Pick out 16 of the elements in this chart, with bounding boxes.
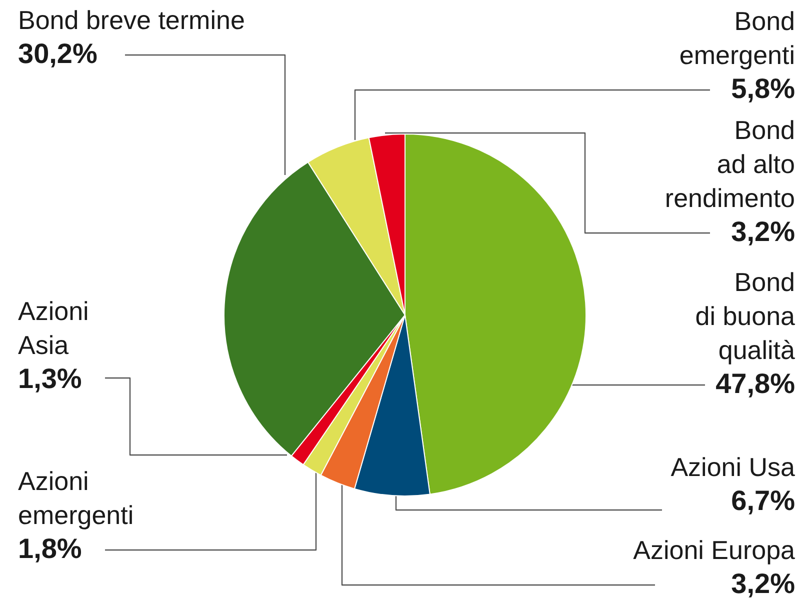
slice-label: Azioni Europa — [633, 535, 796, 565]
slice-label: Bond ad alto rendimento — [664, 115, 795, 213]
data-label: 1,8% — [18, 533, 82, 564]
data-label: 47,8% — [716, 368, 796, 399]
data-label: 1,3% — [18, 363, 82, 394]
data-label: 3,2% — [731, 568, 796, 599]
slice-label: Bond di buona qualità — [695, 267, 796, 365]
data-label: 3,2% — [731, 216, 796, 247]
data-label: 5,8% — [731, 73, 796, 104]
data-label: 6,7% — [731, 485, 796, 516]
slice-label: Azioni Asia — [18, 296, 89, 360]
slice-label: Bond breve termine — [18, 5, 245, 35]
slice-label: Azioni Usa — [670, 452, 796, 482]
slice-label: Azioni emergenti — [18, 466, 134, 530]
data-label: 30,2% — [18, 38, 98, 69]
slice-label: Bond emergenti — [679, 6, 795, 70]
